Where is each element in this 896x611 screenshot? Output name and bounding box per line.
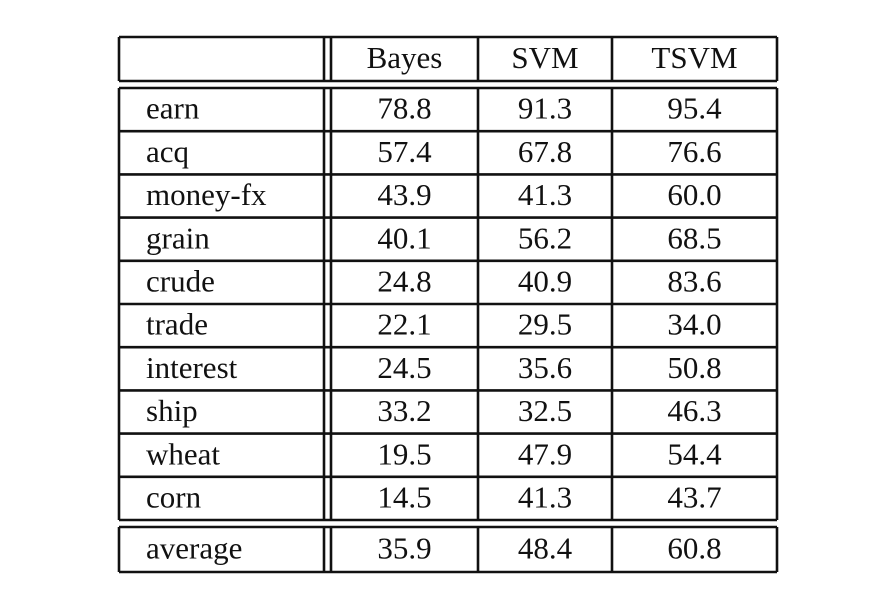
cell: 95.4: [667, 91, 722, 126]
cell: 41.3: [518, 480, 572, 515]
cell: 43.7: [667, 480, 721, 515]
row-label: earn: [146, 91, 200, 126]
row-label: interest: [146, 350, 238, 385]
cell: 78.8: [377, 91, 431, 126]
cell: 35.9: [377, 531, 431, 566]
cell: 24.8: [377, 264, 431, 299]
cell: 47.9: [518, 436, 572, 471]
cell: 50.8: [667, 350, 721, 385]
column-header: SVM: [511, 40, 578, 75]
cell: 19.5: [377, 436, 431, 471]
row-label: acq: [146, 134, 189, 169]
row-label: average: [146, 531, 242, 566]
row-label: crude: [146, 264, 215, 299]
cell: 76.6: [667, 134, 721, 169]
cell: 14.5: [377, 480, 431, 515]
cell: 60.8: [667, 531, 721, 566]
cell: 57.4: [377, 134, 432, 169]
cell: 34.0: [667, 307, 721, 342]
cell: 60.0: [667, 177, 721, 212]
cell: 40.9: [518, 264, 572, 299]
cell: 24.5: [377, 350, 431, 385]
row-label: grain: [146, 220, 210, 255]
cell: 67.8: [518, 134, 572, 169]
row-label: wheat: [146, 436, 220, 471]
cell: 91.3: [518, 91, 572, 126]
column-header: TSVM: [651, 40, 737, 75]
cell: 22.1: [377, 307, 431, 342]
column-header: Bayes: [367, 40, 443, 75]
cell: 33.2: [377, 393, 431, 428]
cell: 56.2: [518, 220, 572, 255]
cell: 40.1: [377, 220, 431, 255]
cell: 35.6: [518, 350, 572, 385]
cell: 32.5: [518, 393, 572, 428]
row-label: money-fx: [146, 177, 267, 212]
row-label: ship: [146, 393, 198, 428]
row-label: trade: [146, 307, 208, 342]
cell: 68.5: [667, 220, 721, 255]
cell: 41.3: [518, 177, 572, 212]
cell: 29.5: [518, 307, 572, 342]
cell: 54.4: [667, 436, 722, 471]
cell: 83.6: [667, 264, 721, 299]
cell: 46.3: [667, 393, 721, 428]
row-label: corn: [146, 480, 202, 515]
cell: 43.9: [377, 177, 431, 212]
cell: 48.4: [518, 531, 573, 566]
